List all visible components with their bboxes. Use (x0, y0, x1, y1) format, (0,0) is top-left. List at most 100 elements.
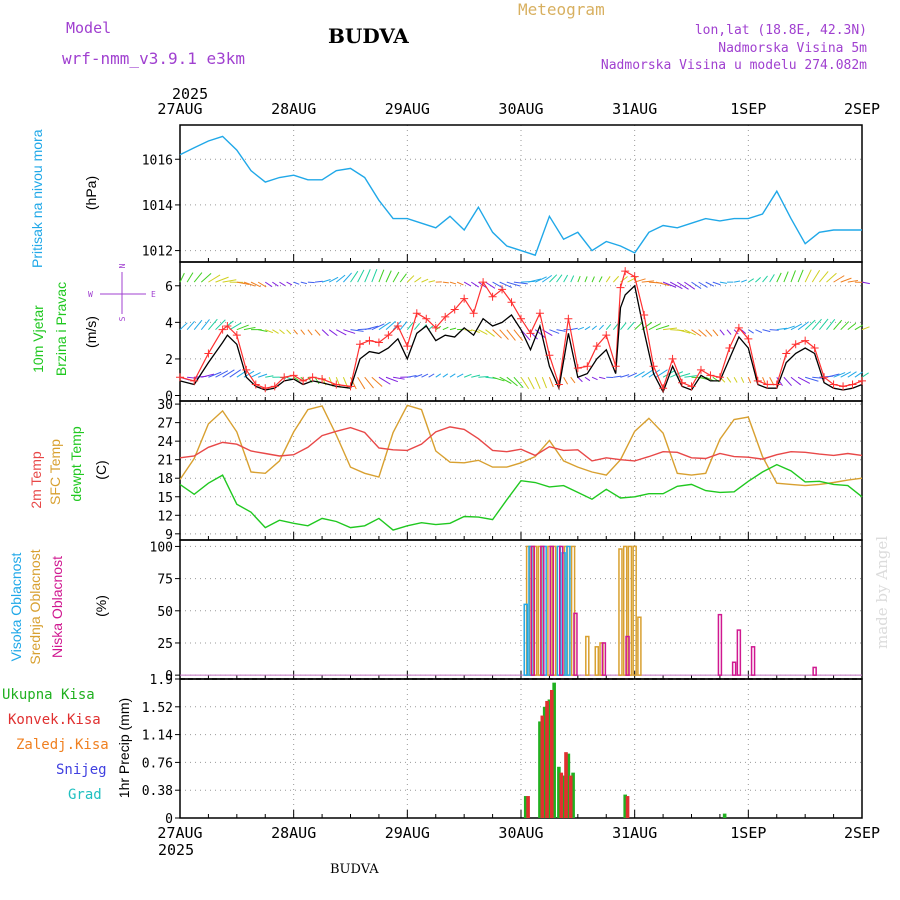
wind-arrow (414, 323, 421, 330)
wind-arrow (463, 281, 472, 287)
wind-gust-marker (384, 331, 393, 340)
t2m-line (179, 426, 863, 462)
model-label: Model (66, 19, 112, 37)
wind-gust-marker (772, 380, 781, 389)
wind-arrow (534, 329, 546, 338)
precip-total-bar (722, 813, 727, 818)
wind-arrow (449, 281, 457, 285)
wind-arrow (698, 281, 708, 288)
wind-arrow (605, 324, 612, 330)
wind-arrow (620, 276, 628, 283)
wind-arrow (826, 373, 840, 378)
wind-arrow (591, 376, 598, 381)
wind-arrow (371, 269, 378, 283)
wind-arrow (584, 326, 591, 331)
wind-arrow (776, 327, 787, 331)
wind-arrow (371, 323, 385, 331)
wind-gust-marker (488, 292, 497, 301)
wind-arrow (328, 329, 338, 337)
wind-arrow (243, 326, 256, 331)
precip-conv-bar (625, 796, 630, 818)
wind-ytick-label: 6 (165, 280, 173, 295)
wind-arrow (655, 281, 670, 286)
time-label-bottom: 30AUG (498, 824, 543, 842)
wind-arrow (485, 329, 495, 337)
wind-arrow (371, 376, 383, 387)
wind-arrow (435, 373, 442, 378)
wind-arrow (350, 377, 357, 390)
wind-arrow (584, 276, 588, 283)
wind-arrow (790, 376, 802, 386)
wind-gust-marker (535, 309, 544, 318)
cloud-ytick-label: 25 (157, 637, 173, 652)
wind-arrow (783, 325, 795, 331)
precip-conv-bar (549, 689, 554, 818)
precip-total-bar (623, 794, 627, 818)
wind-arrow (641, 280, 655, 283)
wind-arrow (257, 281, 267, 288)
wind-arrow (861, 326, 870, 331)
compass-n: N (118, 263, 127, 268)
wind-gust-marker (621, 267, 630, 276)
wind-arrow (726, 329, 732, 335)
wind-arrow (833, 372, 846, 378)
wind-gust-marker (422, 314, 431, 323)
precip-ytick-label: 1.9 (150, 673, 173, 688)
wind-arrow (513, 281, 528, 285)
cloud-ytick-label: 75 (157, 573, 173, 588)
product-title: Meteogram (518, 0, 605, 19)
wind-arrow (350, 329, 364, 332)
wind-arrow (385, 320, 396, 331)
cloud-mid-bar (618, 548, 623, 676)
precip-conv-bar (564, 752, 568, 818)
wind-gust-marker (668, 354, 677, 363)
cloud-low-bar (549, 545, 555, 676)
wind-arrow (236, 281, 250, 285)
temp-ytick-label: 27 (157, 417, 173, 432)
wind-arrow (534, 377, 541, 389)
wind-arrow (733, 329, 739, 335)
footer-station: BUDVA (330, 862, 379, 877)
wind-gust-marker (176, 373, 184, 382)
wind-gust-marker (450, 305, 459, 314)
wind-arrow (215, 370, 229, 378)
wind-arrow (392, 320, 402, 331)
wind-gust-marker (460, 294, 469, 303)
wind-arrow (229, 369, 242, 378)
wind-arrow (414, 374, 423, 378)
wind-arrow (414, 277, 422, 283)
wind-arrow (286, 329, 292, 335)
wind-arrow (627, 372, 638, 378)
wind-arrow (840, 321, 850, 331)
wind-arrow (818, 271, 829, 283)
wind-arrow (506, 376, 518, 387)
wind-arrow (471, 374, 481, 378)
time-label-top: 30AUG (498, 100, 543, 118)
wind-arrow (428, 280, 436, 283)
wind-arrow (187, 376, 199, 379)
wind-arrow (385, 270, 392, 283)
wind-arrow (513, 376, 524, 389)
wind-arrow (620, 374, 630, 378)
wind-arrow (307, 329, 313, 336)
wind-arrow (733, 376, 738, 383)
wind-arrow (406, 275, 415, 283)
cloud-high-bar (566, 545, 571, 676)
wind-arrow (612, 275, 620, 283)
wind-arrow (186, 272, 194, 283)
precip-conv-bar (545, 700, 549, 818)
wind-gust-marker (251, 380, 260, 389)
wind-arrow (599, 376, 606, 380)
cloud-low-bar (731, 661, 737, 676)
compass-w: W (88, 290, 93, 299)
wind-arrow (726, 376, 732, 383)
wind-arrow (520, 376, 530, 390)
wind-arrow (527, 376, 535, 390)
wind-arrow (215, 276, 229, 283)
precip-ytick-label: 1.52 (142, 701, 173, 716)
wind-ytick-label: 0 (165, 390, 173, 405)
precip-total-bar (561, 775, 566, 818)
model-elevation-label: Nadmorska Visina u modelu 274.082m (600, 58, 867, 73)
model-name: wrf-nmm_v3.9.1 e3km (62, 49, 246, 68)
pressure-line (179, 135, 862, 257)
